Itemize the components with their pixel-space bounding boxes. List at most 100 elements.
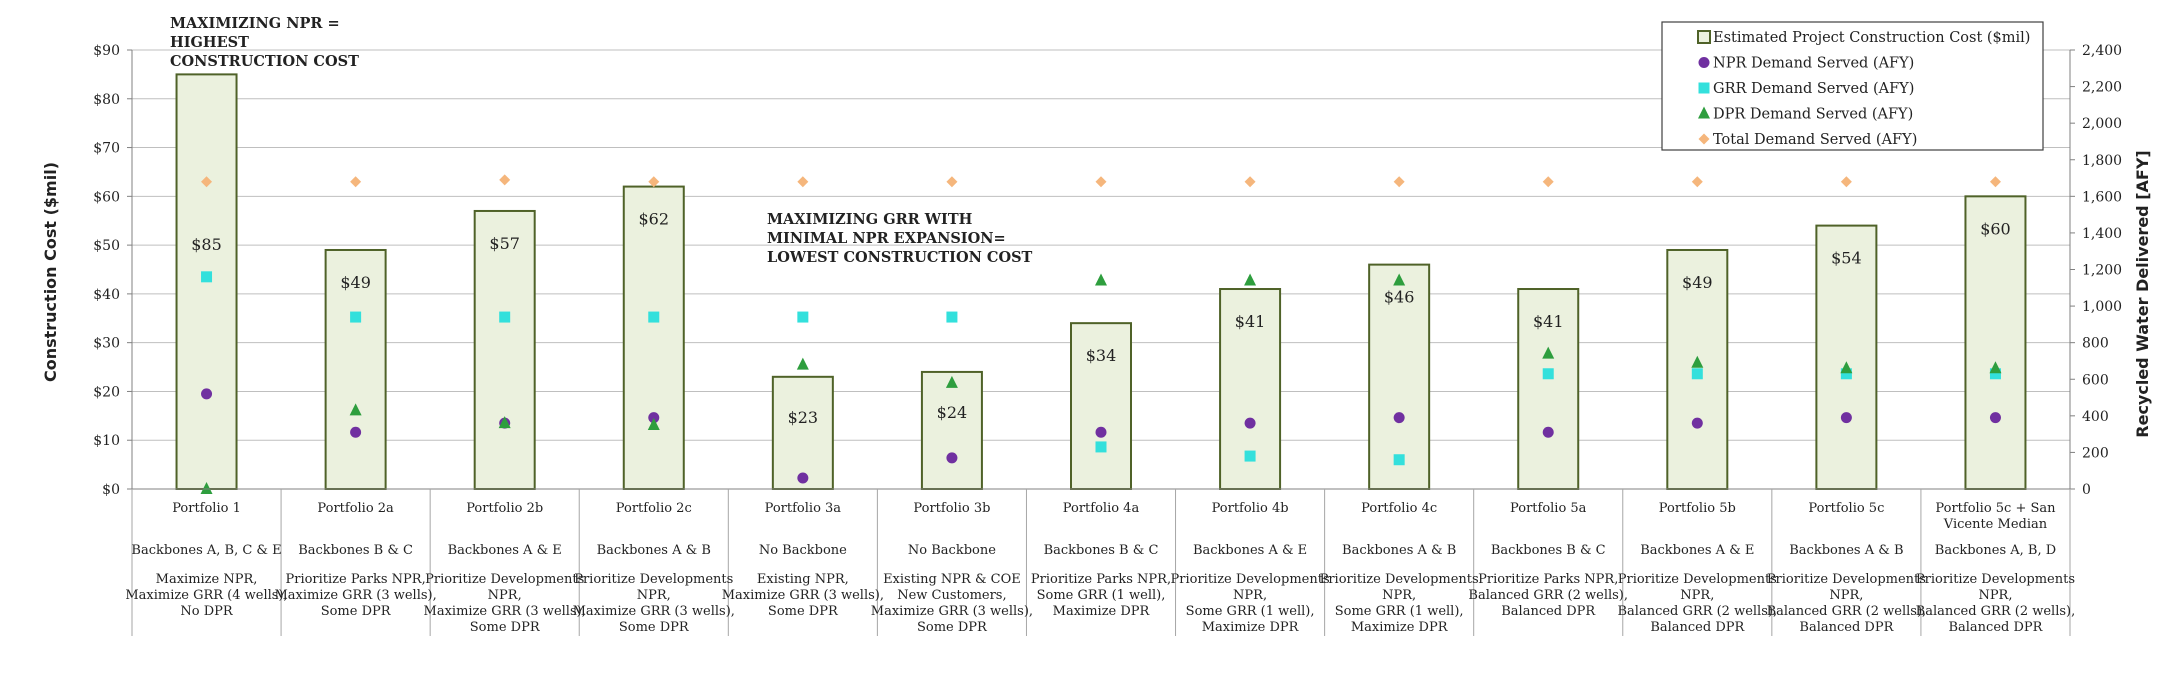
dpr-point [349, 403, 362, 416]
legend-label: GRR Demand Served (AFY) [1713, 81, 1914, 97]
total-point [1393, 176, 1405, 188]
dpr-point [200, 482, 213, 494]
total-point [797, 176, 809, 188]
description-label: Maximize GRR (3 wells), [871, 604, 1033, 619]
cost-bar-label: $85 [191, 235, 222, 254]
description-label: Prioritize Developments [574, 572, 733, 587]
total-point [1840, 176, 1852, 188]
description-label: Some DPR [470, 620, 541, 635]
description-label: Prioritize Parks NPR, [1031, 572, 1171, 587]
dpr-point [1542, 346, 1555, 359]
annotations: MAXIMIZING NPR = HIGHEST CONSTRUCTION COST… [170, 15, 1033, 266]
legend-label: Total Demand Served (AFY) [1713, 132, 1917, 148]
description-label: Maximize GRR (3 wells), [722, 588, 884, 603]
grr-point [648, 311, 660, 323]
npr-point [201, 388, 213, 400]
x-tick-label: Portfolio 3a [765, 501, 842, 516]
description-label: Some GRR (1 well), [1037, 588, 1166, 603]
backbone-label: Backbones A & B [597, 543, 711, 558]
y2-axis-title: Recycled Water Delivered [AFY] [2133, 150, 2152, 437]
legend-swatch-npr-point [1698, 57, 1710, 68]
x-tick-label: Portfolio 3b [913, 501, 990, 516]
description-label: Some DPR [619, 620, 690, 635]
y2-tick-label: 1,600 [2082, 189, 2122, 205]
y-tick-label: $50 [93, 238, 120, 254]
cost-bar-label: $62 [638, 210, 669, 229]
backbone-label: Backbones A & E [1640, 543, 1754, 558]
legend-box [1661, 21, 2044, 151]
cost-bar-label: $49 [340, 273, 371, 292]
cost-bar-label: $57 [489, 234, 520, 253]
y2-tick-label: 2,400 [2082, 43, 2122, 59]
description-label: NPR, [1382, 588, 1416, 603]
description-label: Balanced GRR (2 wells), [1767, 604, 1927, 619]
y2-tick-label: 800 [2082, 336, 2109, 352]
description-label: Maximize DPR [1202, 620, 1300, 635]
description-label: Maximize GRR (3 wells), [424, 604, 586, 619]
npr-point [1244, 417, 1256, 429]
category-table: Portfolio 1 Portfolio 2a Portfolio 2b Portf… [125, 489, 2075, 636]
y-tick-label: $40 [93, 287, 120, 303]
npr-point [648, 412, 660, 424]
y2-tick-label: 1,400 [2082, 226, 2122, 242]
annotation-text: MINIMAL NPR EXPANSION= [767, 230, 1006, 247]
description-label: Some GRR (1 well), [1186, 604, 1315, 619]
npr-point [1691, 417, 1703, 429]
total-point [1691, 176, 1703, 188]
legend-label: NPR Demand Served (AFY) [1713, 56, 1914, 72]
npr-point [1840, 412, 1852, 424]
y2-tick-label: 1,200 [2082, 263, 2122, 279]
y-axis-title: Construction Cost ($mil) [41, 162, 60, 382]
description-label: Balanced DPR [1501, 604, 1596, 619]
npr-point [946, 452, 958, 464]
description-label: Prioritize Parks NPR, [285, 572, 425, 587]
description-label: No DPR [180, 604, 234, 619]
description-label: Maximize DPR [1351, 620, 1449, 635]
grr-point [1989, 368, 2001, 380]
cost-bar [1964, 195, 2027, 490]
annotation-text: CONSTRUCTION COST [170, 53, 359, 70]
cost-bar-label: $60 [1980, 219, 2011, 238]
backbone-label: Backbones B & C [1491, 543, 1606, 558]
backbone-label: Backbones B & C [298, 543, 413, 558]
cost-bar [622, 185, 685, 490]
y2-tick-label: 600 [2082, 372, 2109, 388]
demand-markers [200, 174, 2002, 494]
legend-swatch-grr-point [1698, 82, 1710, 94]
description-label: Maximize GRR (4 wells), [125, 588, 287, 603]
cost-bar [1815, 224, 1878, 490]
grr-point [1393, 454, 1405, 466]
npr-point [797, 472, 809, 484]
grr-point [1542, 368, 1554, 380]
description-label: Balanced GRR (2 wells), [1468, 588, 1628, 603]
x-tick-label: Portfolio 5a [1510, 501, 1587, 516]
description-label: Maximize NPR, [156, 572, 258, 587]
total-point [1542, 176, 1554, 188]
dpr-point [945, 375, 958, 388]
backbone-label: Backbones A & B [1342, 543, 1456, 558]
legend: Estimated Project Construction Cost ($mi… [1661, 21, 2044, 151]
y2-tick-label: 400 [2082, 409, 2109, 425]
annotation-text: MAXIMIZING GRR WITH [767, 211, 973, 228]
description-label: Existing NPR & COE [883, 572, 1021, 587]
y2-tick-label: 0 [2082, 482, 2091, 498]
npr-point [1095, 426, 1107, 438]
x-tick-label: Portfolio 2b [466, 501, 543, 516]
x-tick-label: Portfolio 4b [1212, 501, 1289, 516]
cost-bar-label: $41 [1235, 312, 1266, 331]
total-point [1989, 176, 2001, 188]
y2-tick-label: 200 [2082, 445, 2109, 461]
description-label: Balanced DPR [1650, 620, 1745, 635]
description-label: Maximize DPR [1053, 604, 1151, 619]
description-label: Balanced GRR (2 wells), [1618, 604, 1778, 619]
description-label: Maximize GRR (3 wells), [274, 588, 436, 603]
x-tick-label: Portfolio 4c [1361, 501, 1437, 516]
description-label: Prioritize Developments [1320, 572, 1479, 587]
backbone-label: Backbones A & E [1193, 543, 1307, 558]
description-label: Balanced DPR [1948, 620, 2043, 635]
description-label: Prioritize Parks NPR, [1478, 572, 1618, 587]
cost-bar-label: $24 [937, 403, 968, 422]
description-label: New Customers, [897, 588, 1006, 603]
cost-bar-label: $34 [1086, 346, 1117, 365]
